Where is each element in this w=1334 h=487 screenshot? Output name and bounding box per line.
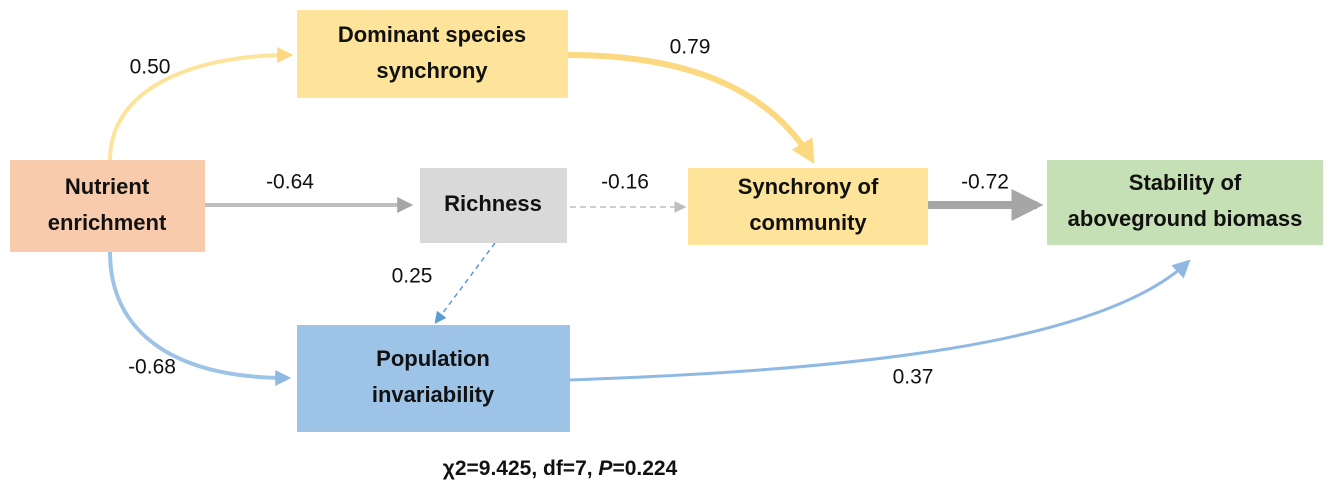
edge-line [567,52,815,165]
edge-line [569,259,1191,382]
fit-p: P [598,457,613,480]
edge-line [434,242,496,324]
node-label: Population [376,346,490,371]
node-box [688,168,928,245]
edge-label: 0.37 [893,366,934,389]
node-label: enrichment [48,210,167,235]
node-box [297,325,570,432]
node-label: Richness [444,191,542,216]
node-box [420,168,567,243]
node-label: Nutrient [65,174,150,199]
edge-label: -0.16 [601,171,649,194]
edge-label: -0.72 [961,171,1009,194]
fit-suffix: =0.224 [612,457,677,480]
edge-label: 0.25 [392,265,433,288]
node-label: community [749,210,867,235]
node-box [297,10,568,98]
edge-label: -0.68 [128,356,176,379]
node-label: synchrony [376,58,488,83]
edge-label: 0.50 [130,56,171,79]
labels: Dominant species synchrony Nutrient enrichm… [48,22,1303,407]
nodes [10,10,1323,432]
node-label: Dominant species [338,22,526,47]
node-box [10,160,205,252]
fit-statistics: χ2=9.425, df=7, P=0.224 [443,457,678,480]
node-label: aboveground biomass [1068,206,1303,231]
node-label: Stability of [1129,170,1242,195]
node-label: invariability [372,382,495,407]
edges [108,47,1191,386]
fit-prefix: χ2=9.425, df=7, [443,457,599,480]
edge-line [108,251,292,386]
node-label: Synchrony of [738,174,879,199]
edge-label: 0.79 [670,36,711,59]
edge-label: -0.64 [266,171,314,194]
edge-line [108,47,294,161]
node-box [1047,160,1323,245]
